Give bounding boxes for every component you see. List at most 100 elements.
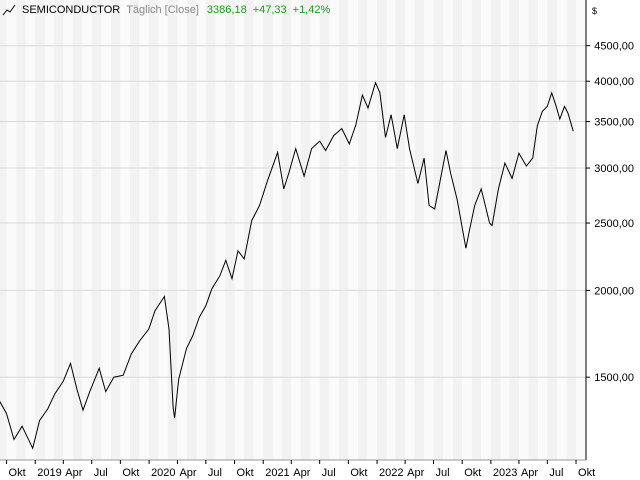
month-band bbox=[310, 0, 320, 460]
month-band bbox=[158, 0, 168, 460]
month-band bbox=[377, 0, 387, 460]
month-band bbox=[395, 0, 406, 460]
month-band bbox=[481, 0, 491, 460]
month-band bbox=[263, 0, 273, 460]
month-band bbox=[149, 0, 159, 460]
month-band bbox=[72, 0, 83, 460]
month-band bbox=[82, 0, 92, 460]
month-band bbox=[101, 0, 112, 460]
month-band bbox=[566, 0, 577, 460]
x-tick-label: Apr bbox=[179, 467, 196, 479]
x-tick-label: Okt bbox=[350, 467, 367, 479]
month-band bbox=[547, 0, 557, 460]
chart-header: SEMICONDUCTOR Täglich [Close] 3386,18 +4… bbox=[2, 2, 330, 18]
x-tick-label: Apr bbox=[293, 467, 310, 479]
month-band bbox=[244, 0, 254, 460]
month-band bbox=[443, 0, 453, 460]
month-band bbox=[253, 0, 264, 460]
month-band bbox=[196, 0, 206, 460]
month-band bbox=[0, 0, 7, 460]
month-band bbox=[177, 0, 187, 460]
month-band bbox=[130, 0, 140, 460]
currency-label: $ bbox=[592, 6, 598, 16]
y-tick-label: 1500,00 bbox=[594, 372, 634, 384]
month-band bbox=[35, 0, 45, 460]
interval-label: Täglich bbox=[126, 4, 162, 16]
month-band bbox=[500, 0, 510, 460]
x-tick-label: Jul bbox=[208, 467, 222, 479]
price-change: +47,33 bbox=[252, 4, 287, 16]
month-band bbox=[234, 0, 245, 460]
month-band bbox=[272, 0, 282, 460]
y-axis-ticks: 1500,00 2000,00 2500,00 3000,00 3500,00 4000,… bbox=[586, 41, 634, 384]
month-band bbox=[120, 0, 131, 460]
x-tick-label: 2021 bbox=[265, 467, 289, 479]
month-band bbox=[319, 0, 330, 460]
month-band bbox=[348, 0, 359, 460]
y-tick-label: 3500,00 bbox=[594, 117, 634, 129]
month-band bbox=[339, 0, 349, 460]
month-band bbox=[576, 0, 586, 460]
series-line bbox=[0, 81, 574, 450]
month-band bbox=[452, 0, 463, 460]
month-band bbox=[25, 0, 36, 460]
x-tick-label: Apr bbox=[521, 467, 538, 479]
price-change-percent: +1,42% bbox=[292, 4, 331, 16]
month-band bbox=[186, 0, 197, 460]
month-band bbox=[358, 0, 368, 460]
month-band bbox=[537, 0, 548, 460]
month-band bbox=[490, 0, 501, 460]
y-tick-label: 4500,00 bbox=[594, 41, 634, 53]
x-tick-label: Jul bbox=[322, 467, 336, 479]
x-tick-label: Okt bbox=[237, 467, 254, 479]
month-band bbox=[139, 0, 150, 460]
month-band bbox=[53, 0, 64, 460]
month-band bbox=[300, 0, 311, 460]
x-tick-label: Apr bbox=[407, 467, 424, 479]
x-axis-ticks: Okt 2019 Apr Jul Okt 2020 Apr Jul Okt 2021 Apr Jul O… bbox=[6, 460, 595, 479]
x-tick-label: Jul bbox=[94, 467, 108, 479]
month-band bbox=[509, 0, 519, 460]
x-tick-label: Okt bbox=[578, 467, 595, 479]
month-band bbox=[281, 0, 292, 460]
x-tick-label: Jul bbox=[549, 467, 563, 479]
x-tick-label: 2022 bbox=[379, 467, 403, 479]
month-band bbox=[556, 0, 567, 460]
month-band bbox=[386, 0, 396, 460]
month-band bbox=[462, 0, 472, 460]
y-tick-label: 4000,00 bbox=[594, 76, 634, 88]
y-tick-label: 3000,00 bbox=[594, 163, 634, 175]
month-band bbox=[215, 0, 226, 460]
month-band bbox=[225, 0, 235, 460]
month-band bbox=[528, 0, 538, 460]
month-band bbox=[91, 0, 102, 460]
month-bands bbox=[0, 0, 586, 460]
month-band bbox=[518, 0, 529, 460]
x-tick-label: Okt bbox=[9, 467, 26, 479]
month-band bbox=[329, 0, 340, 460]
month-band bbox=[414, 0, 425, 460]
month-band bbox=[424, 0, 434, 460]
month-band bbox=[167, 0, 178, 460]
x-tick-label: Okt bbox=[464, 467, 481, 479]
x-tick-label: 2020 bbox=[151, 467, 175, 479]
month-band bbox=[291, 0, 301, 460]
month-band bbox=[405, 0, 415, 460]
x-tick-label: Apr bbox=[65, 467, 82, 479]
month-band bbox=[433, 0, 444, 460]
x-tick-label: 2023 bbox=[493, 467, 517, 479]
mode-label: [Close] bbox=[164, 4, 199, 16]
y-tick-label: 2500,00 bbox=[594, 218, 634, 230]
month-band bbox=[63, 0, 73, 460]
horizontal-gridlines bbox=[0, 45, 586, 378]
month-band bbox=[44, 0, 54, 460]
y-tick-label: 2000,00 bbox=[594, 285, 634, 297]
month-band bbox=[367, 0, 378, 460]
line-chart-icon bbox=[2, 4, 16, 16]
month-band bbox=[471, 0, 482, 460]
month-band bbox=[111, 0, 121, 460]
month-band bbox=[205, 0, 216, 460]
symbol-name: SEMICONDUCTOR bbox=[22, 4, 121, 16]
last-price: 3386,18 bbox=[206, 4, 247, 16]
